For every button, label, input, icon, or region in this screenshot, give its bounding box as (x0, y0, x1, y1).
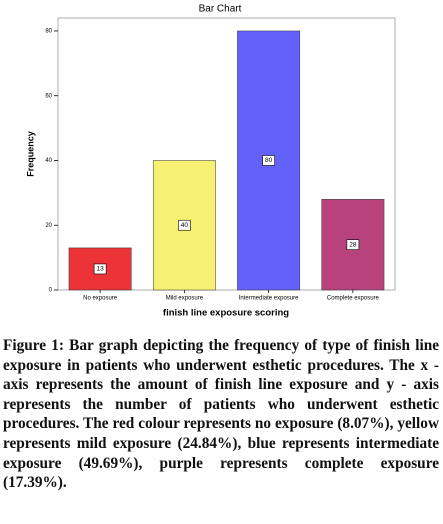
y-tick-label: 20 (45, 223, 52, 229)
value-label: 13 (97, 266, 105, 273)
x-tick-label: Intermediate exposure (239, 296, 299, 302)
figure-caption: Figure 1: Bar graph depicting the freque… (3, 337, 439, 492)
value-label-box (346, 239, 360, 250)
x-tick-label: No exposure (83, 296, 118, 302)
y-tick-label: 80 (45, 29, 52, 35)
x-tick-label: Complete exposure (327, 296, 380, 302)
y-tick-label: 0 (49, 288, 53, 294)
x-axis-label: finish line exposure scoring (163, 308, 289, 319)
value-label: 40 (181, 222, 189, 229)
chart: Bar Chart Frequency finish line exposure… (25, 4, 396, 319)
y-tick-label: 60 (45, 93, 52, 99)
value-label-box (93, 263, 107, 275)
chart-title: Bar Chart (199, 4, 242, 15)
plot-frame (57, 17, 396, 291)
value-label-box (178, 219, 191, 231)
y-axis-label: Frequency (25, 131, 35, 177)
value-label: 80 (265, 157, 273, 164)
y-tick-label: 40 (45, 158, 52, 164)
value-label-box (262, 155, 275, 166)
x-tick-label: Mild exposure (166, 296, 204, 302)
value-label: 28 (349, 241, 357, 248)
